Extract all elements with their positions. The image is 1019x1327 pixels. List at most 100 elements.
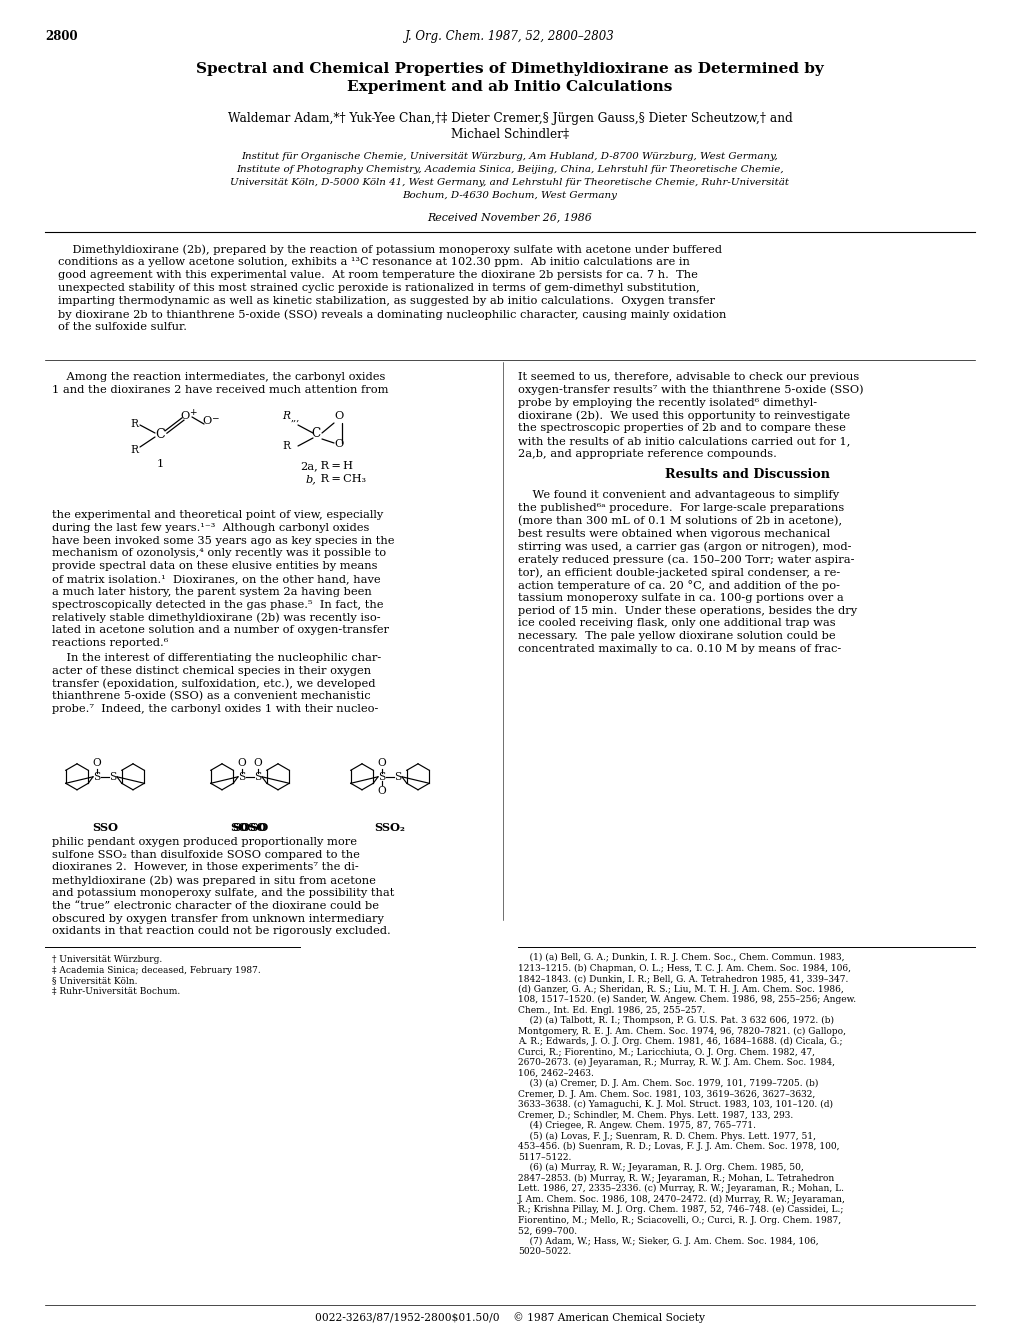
Text: Institut für Organische Chemie, Universität Würzburg, Am Hubland, D-8700 Würzbur: Institut für Organische Chemie, Universi…: [242, 153, 777, 161]
Text: 1213–1215. (b) Chapman, O. L.; Hess, T. C. J. Am. Chem. Soc. 1984, 106,: 1213–1215. (b) Chapman, O. L.; Hess, T. …: [518, 963, 850, 973]
Text: § Universität Köln.: § Universität Köln.: [52, 977, 138, 985]
Text: thianthrene 5-oxide (SSO) as a convenient mechanistic: thianthrene 5-oxide (SSO) as a convenien…: [52, 691, 370, 702]
Text: philic pendant oxygen produced proportionally more: philic pendant oxygen produced proportio…: [52, 837, 357, 847]
Text: J. Org. Chem. 1987, 52, 2800–2803: J. Org. Chem. 1987, 52, 2800–2803: [405, 31, 614, 42]
Text: dioxirane (2b).  We used this opportunity to reinvestigate: dioxirane (2b). We used this opportunity…: [518, 410, 849, 421]
Text: O: O: [237, 758, 247, 768]
Text: the published⁶ᵃ procedure.  For large-scale preparations: the published⁶ᵃ procedure. For large-sca…: [518, 503, 844, 514]
Text: S: S: [394, 772, 401, 782]
Text: R: R: [129, 419, 138, 429]
Text: Universität Köln, D-5000 Köln 41, West Germany, and Lehrstuhl für Theoretische C: Universität Köln, D-5000 Köln 41, West G…: [230, 178, 789, 187]
Text: Spectral and Chemical Properties of Dimethyldioxirane as Determined by: Spectral and Chemical Properties of Dime…: [196, 62, 823, 76]
Text: good agreement with this experimental value.  At room temperature the dioxirane : good agreement with this experimental va…: [58, 269, 697, 280]
Text: best results were obtained when vigorous mechanical: best results were obtained when vigorous…: [518, 528, 829, 539]
Text: during the last few years.¹⁻³  Although carbonyl oxides: during the last few years.¹⁻³ Although c…: [52, 523, 369, 533]
Text: 2a,b, and appropriate reference compounds.: 2a,b, and appropriate reference compound…: [518, 449, 776, 459]
Text: dioxiranes 2.  However, in those experiments⁷ the di-: dioxiranes 2. However, in those experime…: [52, 863, 359, 872]
Text: SSO: SSO: [92, 821, 118, 833]
Text: O: O: [333, 439, 343, 449]
Text: O: O: [93, 758, 101, 768]
Text: imparting thermodynamic as well as kinetic stabilization, as suggested by ab ini: imparting thermodynamic as well as kinet…: [58, 296, 714, 307]
Text: the experimental and theoretical point of view, especially: the experimental and theoretical point o…: [52, 510, 383, 520]
Text: Bochum, D-4630 Bochum, West Germany: Bochum, D-4630 Bochum, West Germany: [403, 191, 616, 200]
Text: Dimethyldioxirane (2b), prepared by the reaction of potassium monoperoxy sulfate: Dimethyldioxirane (2b), prepared by the …: [58, 244, 721, 255]
Text: probe by employing the recently isolated⁶ dimethyl-: probe by employing the recently isolated…: [518, 398, 816, 407]
Text: Cremer, D.; Schindler, M. Chem. Phys. Lett. 1987, 133, 293.: Cremer, D.; Schindler, M. Chem. Phys. Le…: [518, 1111, 793, 1120]
Text: erately reduced pressure (ca. 150–200 Torr; water aspira-: erately reduced pressure (ca. 150–200 To…: [518, 555, 854, 565]
Text: J. Am. Chem. Soc. 1986, 108, 2470–2472. (d) Murray, R. W.; Jeyaraman,: J. Am. Chem. Soc. 1986, 108, 2470–2472. …: [518, 1194, 845, 1204]
Text: Montgomery, R. E. J. Am. Chem. Soc. 1974, 96, 7820–7821. (c) Gallopo,: Montgomery, R. E. J. Am. Chem. Soc. 1974…: [518, 1027, 845, 1036]
Text: Received November 26, 1986: Received November 26, 1986: [427, 212, 592, 222]
Text: tor), an efficient double-jacketed spiral condenser, a re-: tor), an efficient double-jacketed spira…: [518, 567, 840, 577]
Text: reactions reported.⁶: reactions reported.⁶: [52, 638, 168, 648]
Text: R: R: [281, 441, 289, 451]
Text: C: C: [155, 429, 165, 441]
Text: C: C: [311, 427, 320, 441]
Text: S: S: [378, 772, 385, 782]
Text: the spectroscopic properties of 2b and to compare these: the spectroscopic properties of 2b and t…: [518, 423, 845, 433]
Text: SOSO: SOSO: [229, 821, 266, 833]
Text: (4) Criegee, R. Angew. Chem. 1975, 87, 765–771.: (4) Criegee, R. Angew. Chem. 1975, 87, 7…: [518, 1121, 755, 1131]
Text: 2670–2673. (e) Jeyaraman, R.; Murray, R. W. J. Am. Chem. Soc. 1984,: 2670–2673. (e) Jeyaraman, R.; Murray, R.…: [518, 1058, 835, 1067]
Text: ‡ Ruhr-Universität Bochum.: ‡ Ruhr-Universität Bochum.: [52, 987, 180, 995]
Text: A. R.; Edwards, J. O. J. Org. Chem. 1981, 46, 1684–1688. (d) Cicala, G.;: A. R.; Edwards, J. O. J. Org. Chem. 1981…: [518, 1038, 842, 1046]
Text: 3633–3638. (c) Yamaguchi, K. J. Mol. Struct. 1983, 103, 101–120. (d): 3633–3638. (c) Yamaguchi, K. J. Mol. Str…: [518, 1100, 833, 1109]
Text: ‡ Academia Sinica; deceased, February 1987.: ‡ Academia Sinica; deceased, February 19…: [52, 966, 261, 975]
Text: mechanism of ozonolysis,⁴ only recently was it possible to: mechanism of ozonolysis,⁴ only recently …: [52, 548, 386, 559]
Text: 1 and the dioxiranes 2 have received much attention from: 1 and the dioxiranes 2 have received muc…: [52, 385, 388, 395]
Text: (1) (a) Bell, G. A.; Dunkin, I. R. J. Chem. Soc., Chem. Commun. 1983,: (1) (a) Bell, G. A.; Dunkin, I. R. J. Ch…: [518, 953, 844, 962]
Text: (2) (a) Talbott, R. I.; Thompson, P. G. U.S. Pat. 3 632 606, 1972. (b): (2) (a) Talbott, R. I.; Thompson, P. G. …: [518, 1016, 834, 1026]
Text: R.; Krishna Pillay, M. J. Org. Chem. 1987, 52, 746–748. (e) Cassidei, L.;: R.; Krishna Pillay, M. J. Org. Chem. 198…: [518, 1205, 843, 1214]
Text: Cremer, D. J. Am. Chem. Soc. 1981, 103, 3619–3626, 3627–3632,: Cremer, D. J. Am. Chem. Soc. 1981, 103, …: [518, 1089, 814, 1099]
Text: 5117–5122.: 5117–5122.: [518, 1153, 571, 1161]
Text: Michael Schindler‡: Michael Schindler‡: [450, 127, 569, 141]
Text: 106, 2462–2463.: 106, 2462–2463.: [518, 1068, 593, 1078]
Text: probe.⁷  Indeed, the carbonyl oxides 1 with their nucleo-: probe.⁷ Indeed, the carbonyl oxides 1 wi…: [52, 705, 378, 714]
Text: tassium monoperoxy sulfate in ca. 100-g portions over a: tassium monoperoxy sulfate in ca. 100-g …: [518, 593, 843, 602]
Text: Institute of Photography Chemistry, Academia Sinica, Beijing, China, Lehrstuhl f: Institute of Photography Chemistry, Acad…: [236, 165, 783, 174]
Text: (more than 300 mL of 0.1 M solutions of 2b in acetone),: (more than 300 mL of 0.1 M solutions of …: [518, 516, 842, 527]
Text: Lett. 1986, 27, 2335–2336. (c) Murray, R. W.; Jeyaraman, R.; Mohan, L.: Lett. 1986, 27, 2335–2336. (c) Murray, R…: [518, 1184, 843, 1193]
Text: 2800: 2800: [45, 31, 77, 42]
Text: (6) (a) Murray, R. W.; Jeyaraman, R. J. Org. Chem. 1985, 50,: (6) (a) Murray, R. W.; Jeyaraman, R. J. …: [518, 1164, 803, 1172]
Text: period of 15 min.  Under these operations, besides the dry: period of 15 min. Under these operations…: [518, 605, 856, 616]
Text: relatively stable dimethyldioxirane (2b) was recently iso-: relatively stable dimethyldioxirane (2b)…: [52, 612, 380, 622]
Text: −: −: [211, 413, 218, 422]
Text: +: +: [189, 407, 197, 417]
Text: 52, 699–700.: 52, 699–700.: [518, 1226, 577, 1235]
Text: Waldemar Adam,*† Yuk-Yee Chan,†‡ Dieter Cremer,§ Jürgen Gauss,§ Dieter Scheutzow: Waldemar Adam,*† Yuk-Yee Chan,†‡ Dieter …: [227, 111, 792, 125]
Text: S: S: [109, 772, 116, 782]
Text: 2a,: 2a,: [300, 460, 318, 471]
Text: concentrated maximally to ca. 0.10 M by means of frac-: concentrated maximally to ca. 0.10 M by …: [518, 644, 841, 654]
Text: of matrix isolation.¹  Dioxiranes, on the other hand, have: of matrix isolation.¹ Dioxiranes, on the…: [52, 575, 380, 584]
Text: R: R: [281, 411, 289, 421]
Text: action temperature of ca. 20 °C, and addition of the po-: action temperature of ca. 20 °C, and add…: [518, 580, 840, 591]
Text: obscured by oxygen transfer from unknown intermediary: obscured by oxygen transfer from unknown…: [52, 913, 383, 924]
Text: (d) Ganzer, G. A.; Sheridan, R. S.; Liu, M. T. H. J. Am. Chem. Soc. 1986,: (d) Ganzer, G. A.; Sheridan, R. S.; Liu,…: [518, 985, 843, 994]
Text: (3) (a) Cremer, D. J. Am. Chem. Soc. 1979, 101, 7199–7205. (b): (3) (a) Cremer, D. J. Am. Chem. Soc. 197…: [518, 1079, 817, 1088]
Text: necessary.  The pale yellow dioxirane solution could be: necessary. The pale yellow dioxirane sol…: [518, 632, 835, 641]
Text: Curci, R.; Fiorentino, M.; Laricchiuta, O. J. Org. Chem. 1982, 47,: Curci, R.; Fiorentino, M.; Laricchiuta, …: [518, 1048, 814, 1056]
Text: Fiorentino, M.; Mello, R.; Sciacovelli, O.; Curci, R. J. Org. Chem. 1987,: Fiorentino, M.; Mello, R.; Sciacovelli, …: [518, 1216, 841, 1225]
Text: O: O: [377, 758, 386, 768]
Text: oxygen-transfer results⁷ with the thianthrene 5-oxide (SSO): oxygen-transfer results⁷ with the thiant…: [518, 385, 863, 395]
Text: spectroscopically detected in the gas phase.⁵  In fact, the: spectroscopically detected in the gas ph…: [52, 600, 383, 609]
Text: † Universität Würzburg.: † Universität Würzburg.: [52, 955, 162, 965]
Text: Experiment and ab Initio Calculations: Experiment and ab Initio Calculations: [347, 80, 672, 94]
Text: O: O: [179, 411, 190, 421]
Text: conditions as a yellow acetone solution, exhibits a ¹³C resonance at 102.30 ppm.: conditions as a yellow acetone solution,…: [58, 257, 689, 267]
Text: and potassium monoperoxy sulfate, and the possibility that: and potassium monoperoxy sulfate, and th…: [52, 888, 394, 898]
Text: 1: 1: [157, 459, 164, 468]
Text: R: R: [129, 445, 138, 455]
Text: SSO₂: SSO₂: [374, 821, 405, 833]
Text: sulfone SSO₂ than disulfoxide SOSO compared to the: sulfone SSO₂ than disulfoxide SOSO compa…: [52, 849, 360, 860]
Text: ice cooled receiving flask, only one additional trap was: ice cooled receiving flask, only one add…: [518, 618, 835, 629]
Text: acter of these distinct chemical species in their oxygen: acter of these distinct chemical species…: [52, 666, 371, 675]
Text: with the results of ab initio calculations carried out for 1,: with the results of ab initio calculatio…: [518, 437, 850, 446]
Text: a much later history, the parent system 2a having been: a much later history, the parent system …: [52, 587, 371, 597]
Text: 2847–2853. (b) Murray, R. W.; Jeyaraman, R.; Mohan, L. Tetrahedron: 2847–2853. (b) Murray, R. W.; Jeyaraman,…: [518, 1173, 834, 1182]
Text: S: S: [94, 772, 101, 782]
Text: (7) Adam, W.; Hass, W.; Sieker, G. J. Am. Chem. Soc. 1984, 106,: (7) Adam, W.; Hass, W.; Sieker, G. J. Am…: [518, 1237, 818, 1246]
Text: R = CH₃: R = CH₃: [317, 474, 366, 484]
Text: 453–456. (b) Suenram, R. D.; Lovas, F. J. J. Am. Chem. Soc. 1978, 100,: 453–456. (b) Suenram, R. D.; Lovas, F. J…: [518, 1143, 839, 1152]
